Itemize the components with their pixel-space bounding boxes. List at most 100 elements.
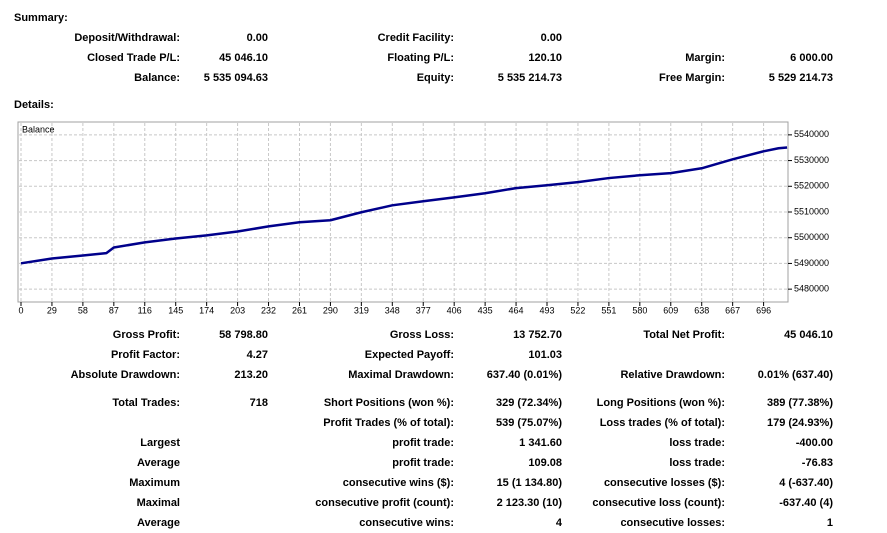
x-tick-label: 58: [78, 305, 88, 315]
x-tick-label: 29: [47, 305, 57, 315]
y-tick-label: 5530000: [794, 155, 829, 165]
x-tick-label: 261: [292, 305, 307, 315]
y-tick-label: 5540000: [794, 129, 829, 139]
field-label: loss trade:: [669, 457, 725, 469]
field-label: consecutive wins:: [359, 517, 454, 529]
field-label: Expected Payoff:: [365, 349, 454, 361]
field-label: Maximal Drawdown:: [348, 369, 454, 381]
balance-line: [20, 146, 788, 265]
field-value: 101.03: [528, 349, 562, 361]
field-label: profit trade:: [392, 457, 454, 469]
x-tick-label: 580: [632, 305, 647, 315]
field-value: 389 (77.38%): [767, 397, 833, 409]
field-label: Profit Trades (% of total):: [323, 417, 454, 429]
field-label: consecutive profit (count):: [315, 497, 454, 509]
field-label: consecutive loss (count):: [592, 497, 725, 509]
y-tick-label: 5480000: [794, 284, 829, 294]
x-tick-label: 696: [756, 305, 771, 315]
x-tick-label: 0: [18, 305, 23, 315]
field-label: Floating P/L:: [387, 52, 454, 64]
field-value: -637.40 (4): [779, 497, 833, 509]
details-title: Details:: [14, 99, 54, 111]
chart-frame: [17, 121, 789, 303]
field-value: 0.00: [247, 32, 268, 44]
field-label: Relative Drawdown:: [620, 369, 725, 381]
field-label: Largest: [140, 437, 180, 449]
field-label: consecutive wins ($):: [343, 477, 454, 489]
field-label: Absolute Drawdown:: [71, 369, 180, 381]
field-label: Margin:: [685, 52, 725, 64]
x-tick-label: 348: [385, 305, 400, 315]
x-tick-label: 609: [663, 305, 678, 315]
field-label: profit trade:: [392, 437, 454, 449]
field-label: Long Positions (won %):: [597, 397, 725, 409]
field-value: 15 (1 134.80): [497, 477, 563, 489]
field-value: -400.00: [796, 437, 833, 449]
field-label: Free Margin:: [659, 72, 725, 84]
field-value: -76.83: [802, 457, 833, 469]
field-label: Profit Factor:: [111, 349, 180, 361]
field-label: Equity:: [417, 72, 454, 84]
x-tick-label: 232: [261, 305, 276, 315]
field-value: 4 (-637.40): [779, 477, 833, 489]
field-label: consecutive losses:: [620, 517, 725, 529]
field-label: Average: [137, 517, 180, 529]
field-label: Maximum: [129, 477, 180, 489]
x-tick-label: 667: [725, 305, 740, 315]
x-tick-label: 435: [478, 305, 493, 315]
y-tick-label: 5490000: [794, 258, 829, 268]
field-value: 539 (75.07%): [496, 417, 562, 429]
field-label: Total Net Profit:: [643, 329, 725, 341]
field-value: 0.01% (637.40): [758, 369, 834, 381]
field-value: 637.40 (0.01%): [487, 369, 563, 381]
field-label: Deposit/Withdrawal:: [74, 32, 180, 44]
x-tick-label: 406: [447, 305, 462, 315]
field-label: Balance:: [134, 72, 180, 84]
field-label: consecutive losses ($):: [604, 477, 725, 489]
x-tick-label: 551: [601, 305, 616, 315]
field-value: 213.20: [234, 369, 268, 381]
field-value: 4.27: [247, 349, 268, 361]
x-tick-label: 116: [138, 305, 152, 315]
field-label: Gross Loss:: [390, 329, 454, 341]
field-value: 58 798.80: [219, 329, 268, 341]
field-label: loss trade:: [669, 437, 725, 449]
x-tick-label: 290: [323, 305, 338, 315]
field-value: 1: [827, 517, 833, 529]
x-tick-label: 87: [109, 305, 119, 315]
x-tick-label: 145: [168, 305, 183, 315]
x-tick-label: 203: [230, 305, 245, 315]
x-tick-label: 522: [570, 305, 585, 315]
summary-title: Summary:: [14, 12, 68, 24]
field-value: 45 046.10: [784, 329, 833, 341]
field-value: 329 (72.34%): [496, 397, 562, 409]
field-value: 5 535 214.73: [498, 72, 562, 84]
field-value: 4: [556, 517, 563, 529]
field-label: Total Trades:: [112, 397, 180, 409]
y-tick-label: 5500000: [794, 232, 829, 242]
field-value: 179 (24.93%): [767, 417, 833, 429]
x-tick-label: 493: [539, 305, 554, 315]
x-tick-label: 638: [694, 305, 709, 315]
field-value: 2 123.30 (10): [497, 497, 563, 509]
field-value: 109.08: [528, 457, 562, 469]
x-tick-label: 464: [509, 305, 524, 315]
x-tick-label: 174: [199, 305, 214, 315]
field-value: 5 535 094.63: [204, 72, 268, 84]
chart-label: Balance: [22, 124, 55, 134]
field-value: 5 529 214.73: [769, 72, 833, 84]
field-value: 13 752.70: [513, 329, 562, 341]
y-tick-label: 5520000: [794, 181, 829, 191]
field-value: 1 341.60: [519, 437, 562, 449]
y-tick-label: 5510000: [794, 206, 829, 216]
field-label: Credit Facility:: [378, 32, 454, 44]
field-label: Loss trades (% of total):: [600, 417, 725, 429]
field-value: 6 000.00: [790, 52, 833, 64]
field-value: 0.00: [541, 32, 562, 44]
field-label: Short Positions (won %):: [324, 397, 454, 409]
x-tick-label: 319: [354, 305, 369, 315]
field-value: 45 046.10: [219, 52, 268, 64]
field-label: Average: [137, 457, 180, 469]
field-value: 718: [250, 397, 268, 409]
